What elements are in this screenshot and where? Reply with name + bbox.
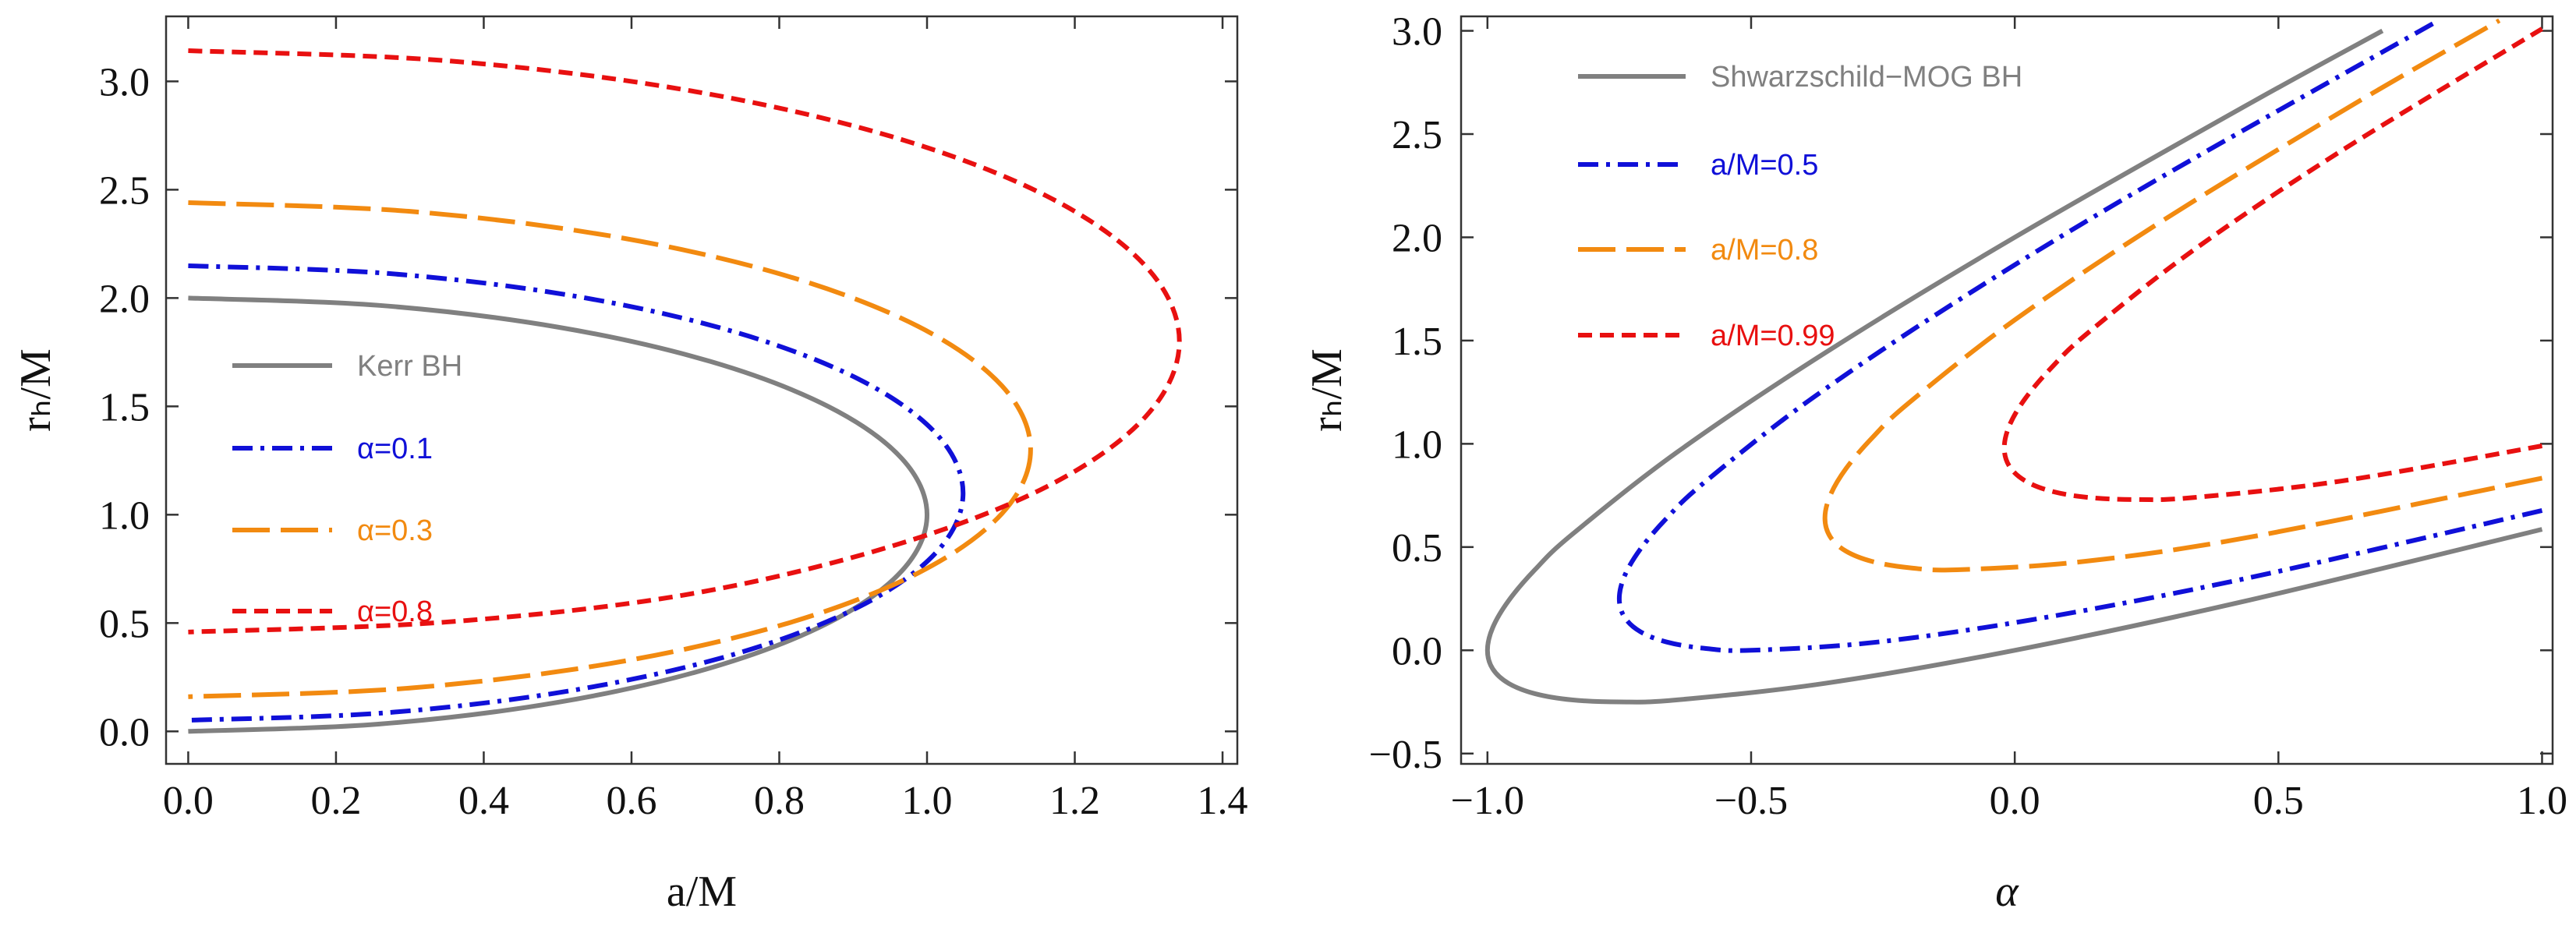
legend-label: Kerr BH <box>357 350 462 383</box>
legend-label: α=0.3 <box>357 514 433 547</box>
y-tick-label: 1.0 <box>1392 422 1442 467</box>
legend-label: α=0.1 <box>357 433 433 465</box>
curve <box>1484 28 2543 705</box>
x-tick-label: 0.4 <box>458 779 509 823</box>
curve <box>188 295 930 734</box>
plot-frame <box>1460 15 2554 765</box>
y-tick-label: 0.5 <box>99 602 150 646</box>
x-tick-label: 0.2 <box>310 779 361 823</box>
x-tick-label: 0.8 <box>754 779 805 823</box>
curve <box>2001 27 2544 503</box>
curve <box>1616 18 2543 653</box>
y-tick-label: 2.5 <box>1392 113 1442 157</box>
y-tick-label: 3.0 <box>1392 10 1442 55</box>
curve <box>188 263 966 723</box>
legend-label: Shwarzschild−MOG BH <box>1711 61 2022 94</box>
x-tick-label: 0.5 <box>2253 779 2304 823</box>
x-axis-label: α <box>1995 868 2019 916</box>
y-axis-label: rₕ/M <box>1303 348 1351 432</box>
legend-label: a/M=0.8 <box>1711 234 1818 267</box>
x-tick-label: 1.4 <box>1198 779 1248 823</box>
y-tick-label: 2.0 <box>99 277 150 321</box>
x-tick-label: −1.0 <box>1451 779 1524 823</box>
y-tick-label: 1.0 <box>99 493 150 538</box>
y-tick-label: 1.5 <box>99 385 150 429</box>
x-tick-label: −0.5 <box>1714 779 1788 823</box>
curve <box>188 200 1033 699</box>
x-axis-label: a/M <box>667 868 737 916</box>
y-tick-label: 2.0 <box>1392 216 1442 260</box>
plot-area <box>188 48 1182 734</box>
plot-area <box>1484 18 2544 705</box>
y-tick-label: −0.5 <box>1369 733 1442 777</box>
y-tick-label: 3.0 <box>99 60 150 104</box>
curve <box>1822 18 2543 573</box>
y-tick-label: 0.0 <box>99 710 150 755</box>
y-tick-label: 2.5 <box>99 168 150 213</box>
y-tick-label: 0.5 <box>1392 526 1442 571</box>
curve <box>188 48 1182 634</box>
legend-label: a/M=0.99 <box>1711 320 1835 352</box>
x-tick-label: 0.6 <box>606 779 656 823</box>
y-tick-label: 1.5 <box>1392 320 1442 364</box>
x-tick-label: 1.0 <box>2517 779 2567 823</box>
plot-frame <box>165 15 1239 765</box>
legend-label: a/M=0.5 <box>1711 149 1818 182</box>
x-tick-label: 0.0 <box>163 779 214 823</box>
x-tick-label: 1.2 <box>1049 779 1100 823</box>
y-axis-label: rₕ/M <box>12 348 60 432</box>
x-tick-label: 0.0 <box>1990 779 2040 823</box>
x-tick-label: 1.0 <box>902 779 953 823</box>
legend-label: α=0.8 <box>357 596 433 628</box>
y-tick-label: 0.0 <box>1392 629 1442 673</box>
